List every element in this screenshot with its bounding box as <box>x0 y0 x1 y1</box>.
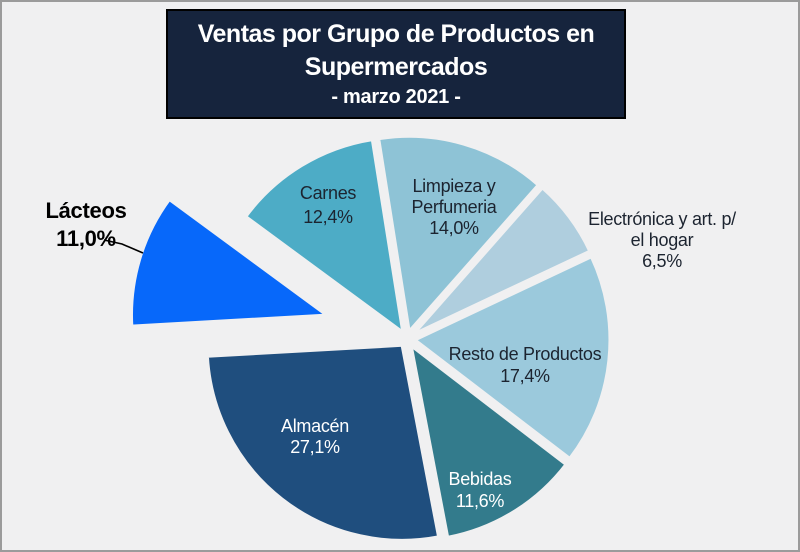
chart-title-line2: Supermercados <box>304 52 488 81</box>
pie-label-bebidas: Bebidas 11,6% <box>449 469 512 511</box>
chart-title-line1: Ventas por Grupo de Productos en <box>197 19 595 48</box>
pie-label-electronica-y-art-p-el-hogar: Electrónica y art. p/el hogar 6,5% <box>588 209 736 271</box>
chart-subtitle: - marzo 2021 - <box>331 85 461 108</box>
pie-slice-carnes <box>244 138 405 334</box>
pie-slice-lacteos <box>129 198 328 328</box>
pie-label-carnes: Carnes 12,4% <box>300 183 357 227</box>
pie-slice-limpieza-y-perfumeria <box>377 134 540 333</box>
pie-label-resto-de-productos: Resto de Productos 17,4% <box>449 344 602 386</box>
pie-slice-almacen <box>205 343 441 542</box>
lacteos-leader-line <box>103 239 144 254</box>
pie-label-lacteos: Lácteos 11,0% <box>45 198 126 251</box>
pie-slice-resto-de-productos <box>413 255 612 460</box>
pie-slice-bebidas <box>409 344 568 539</box>
pie-slice-electronica-y-art-p-el-hogar <box>411 186 592 336</box>
pie-label-almacen: Almacén 27,1% <box>281 416 349 457</box>
pie-label-limpieza-y-perfumeria: Limpieza y Perfumeria 14,0% <box>411 176 497 238</box>
chart-title-box: Ventas por Grupo de Productos en Superme… <box>166 9 626 119</box>
